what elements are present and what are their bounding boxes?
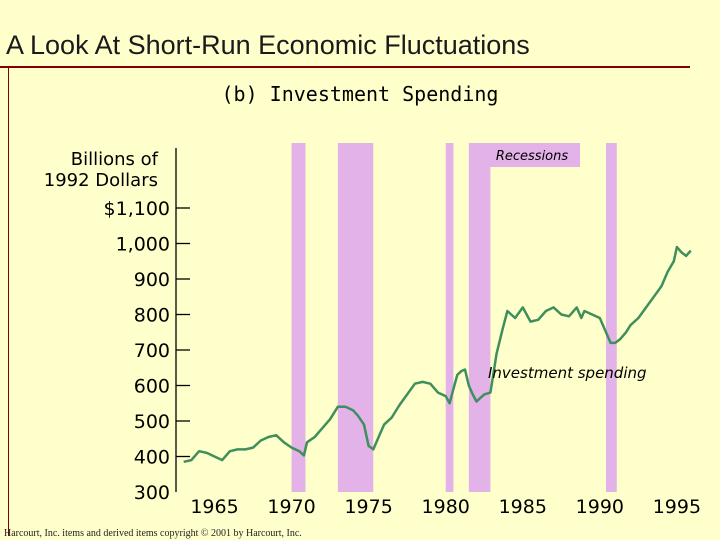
chart-subtitle: (b) Investment Spending — [221, 82, 499, 106]
investment-spending-line — [183, 245, 692, 464]
recessions-legend-label: Recessions — [496, 149, 569, 164]
y-tick-label: 1,000 — [116, 234, 170, 256]
y-tick-label: 400 — [134, 447, 170, 469]
y-tick-label: 900 — [134, 269, 170, 291]
y-tick-label: 700 — [134, 340, 170, 362]
recessions-legend-box — [484, 143, 580, 167]
y-tick-label: $1,100 — [104, 198, 170, 220]
y-tick-labels: $1,100 1,000 900 800 700 600 500 400 300 — [104, 198, 170, 504]
x-tick-label: 1995 — [653, 496, 701, 518]
y-axis — [175, 148, 190, 492]
x-tick-label: 1980 — [422, 496, 470, 518]
recession-band — [468, 143, 491, 492]
recession-band — [337, 143, 374, 492]
y-axis-label-line-1: Billions of — [71, 149, 159, 170]
y-tick-label: 800 — [134, 305, 170, 327]
recession-band — [605, 143, 617, 492]
recessions-legend: Recessions — [484, 143, 580, 167]
x-tick-label: 1965 — [190, 496, 238, 518]
title-divider — [0, 66, 690, 68]
recession-bands — [291, 143, 617, 492]
y-tick-label: 500 — [134, 411, 170, 433]
y-tick-label: 300 — [134, 482, 170, 504]
x-tick-label: 1990 — [576, 496, 624, 518]
copyright-footer: Harcourt, Inc. items and derived items c… — [4, 528, 302, 539]
x-tick-label: 1970 — [267, 496, 315, 518]
y-tick-label: 600 — [134, 376, 170, 398]
slide-title: A Look At Short-Run Economic Fluctuation… — [6, 30, 530, 60]
x-tick-label: 1975 — [344, 496, 392, 518]
recession-band — [291, 143, 306, 492]
investment-spending-annotation: Investment spending — [488, 364, 647, 382]
left-margin-rule — [8, 66, 9, 536]
x-tick-label: 1985 — [499, 496, 547, 518]
y-axis-label-line-2: 1992 Dollars — [44, 170, 158, 191]
x-tick-labels: 1965 1970 1975 1980 1985 1990 1995 — [190, 496, 701, 518]
recession-band — [445, 143, 454, 492]
